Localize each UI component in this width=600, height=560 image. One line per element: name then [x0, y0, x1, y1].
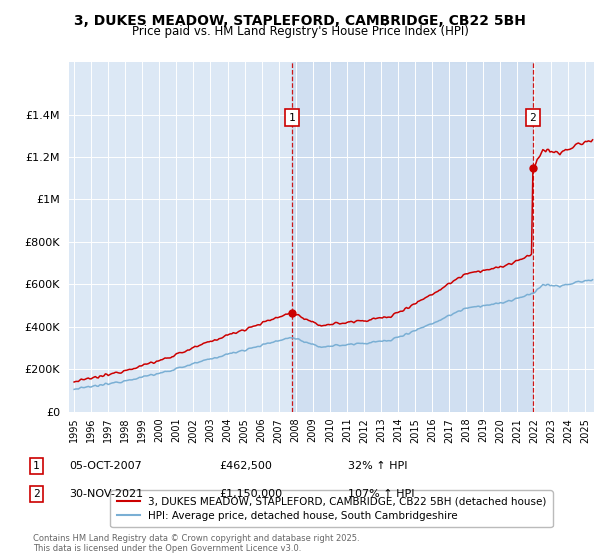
Text: 32% ↑ HPI: 32% ↑ HPI — [348, 461, 407, 471]
Text: 2: 2 — [530, 113, 536, 123]
Text: 30-NOV-2021: 30-NOV-2021 — [69, 489, 143, 499]
Legend: 3, DUKES MEADOW, STAPLEFORD, CAMBRIDGE, CB22 5BH (detached house), HPI: Average : 3, DUKES MEADOW, STAPLEFORD, CAMBRIDGE, … — [110, 491, 553, 527]
Text: 107% ↑ HPI: 107% ↑ HPI — [348, 489, 415, 499]
Text: 3, DUKES MEADOW, STAPLEFORD, CAMBRIDGE, CB22 5BH: 3, DUKES MEADOW, STAPLEFORD, CAMBRIDGE, … — [74, 14, 526, 28]
Bar — [292, 62, 533, 412]
Text: 1: 1 — [289, 113, 295, 123]
Text: Price paid vs. HM Land Registry's House Price Index (HPI): Price paid vs. HM Land Registry's House … — [131, 25, 469, 38]
Text: Contains HM Land Registry data © Crown copyright and database right 2025.
This d: Contains HM Land Registry data © Crown c… — [33, 534, 359, 553]
Text: 2: 2 — [33, 489, 40, 499]
Text: £1,150,000: £1,150,000 — [219, 489, 282, 499]
Text: 1: 1 — [33, 461, 40, 471]
Text: 05-OCT-2007: 05-OCT-2007 — [69, 461, 142, 471]
Text: £462,500: £462,500 — [219, 461, 272, 471]
